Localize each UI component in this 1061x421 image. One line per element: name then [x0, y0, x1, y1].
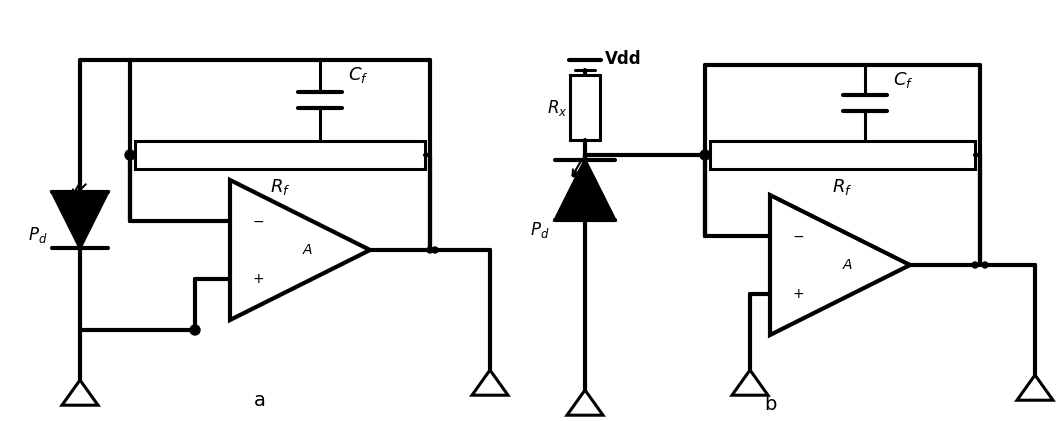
Text: $+$: $+$ [792, 288, 804, 301]
Polygon shape [52, 192, 108, 248]
Text: a: a [254, 391, 266, 410]
Text: A: A [302, 243, 312, 257]
Bar [135, 141, 425, 169]
Polygon shape [555, 160, 615, 220]
Circle shape [125, 150, 135, 160]
Text: $P_d$: $P_d$ [29, 225, 48, 245]
Circle shape [972, 262, 978, 268]
Text: $C_f$: $C_f$ [893, 70, 914, 90]
Circle shape [432, 247, 438, 253]
Text: Vdd: Vdd [605, 50, 642, 68]
Text: $C_f$: $C_f$ [348, 65, 368, 85]
Text: $-$: $-$ [251, 213, 264, 228]
Bar [710, 141, 975, 169]
Text: $R_f$: $R_f$ [269, 177, 291, 197]
Text: $-$: $-$ [792, 229, 804, 242]
Circle shape [190, 325, 201, 335]
Text: $+$: $+$ [251, 272, 264, 286]
Text: A: A [842, 258, 852, 272]
Circle shape [982, 262, 988, 268]
Bar [570, 75, 601, 140]
Text: $R_x$: $R_x$ [546, 98, 568, 117]
Circle shape [427, 247, 433, 253]
Text: b: b [764, 395, 777, 415]
Text: $R_f$: $R_f$ [832, 177, 853, 197]
Circle shape [700, 150, 710, 160]
Text: $P_d$: $P_d$ [530, 220, 550, 240]
